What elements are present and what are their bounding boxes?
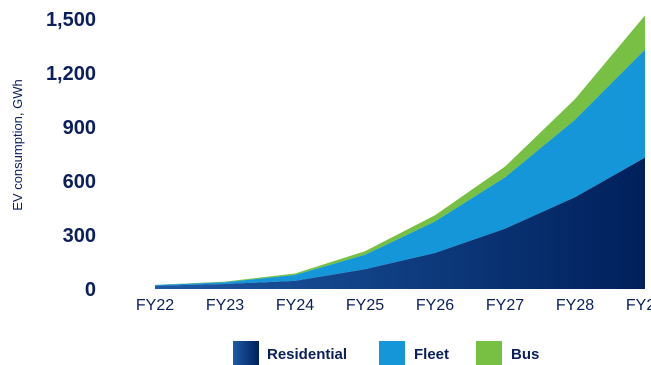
- x-tick-label: FY28: [556, 297, 594, 314]
- legend-item-residential: Residential: [233, 341, 347, 365]
- x-tick-label: FY26: [416, 297, 454, 314]
- y-tick-label: 1,200: [46, 63, 96, 85]
- y-axis-title: EV consumption, GWh: [10, 79, 25, 211]
- y-tick-label: 300: [63, 225, 96, 247]
- x-tick-label: FY25: [346, 297, 384, 314]
- area-fleet: [155, 49, 645, 286]
- y-axis-label: EV consumption, GWh: [10, 79, 25, 211]
- legend-item-bus: Bus: [476, 341, 539, 365]
- y-tick-label: 600: [63, 171, 96, 193]
- legend-swatch: [233, 341, 259, 365]
- x-tick-label: FY29: [626, 297, 651, 314]
- plot-areas: [155, 15, 645, 289]
- y-tick-label: 1,500: [46, 9, 96, 31]
- legend-label: Bus: [511, 346, 539, 363]
- legend-swatch: [379, 341, 405, 365]
- legend: Residential Fleet Bus: [233, 341, 539, 365]
- legend-item-fleet: Fleet: [379, 341, 449, 365]
- x-axis-ticks: FY22 FY23 FY24 FY25 FY26 FY27 FY28 FY29: [136, 297, 651, 314]
- x-tick-label: FY23: [206, 297, 244, 314]
- legend-swatch: [476, 341, 502, 365]
- area-residential: [155, 157, 645, 289]
- legend-label: Fleet: [414, 346, 449, 363]
- legend-label: Residential: [267, 346, 347, 363]
- x-tick-label: FY27: [486, 297, 524, 314]
- y-tick-label: 900: [63, 117, 96, 139]
- y-axis-ticks: 0 300 600 900 1,200 1,500: [46, 9, 96, 301]
- y-tick-label: 0: [85, 279, 96, 301]
- x-tick-label: FY24: [276, 297, 314, 314]
- x-tick-label: FY22: [136, 297, 174, 314]
